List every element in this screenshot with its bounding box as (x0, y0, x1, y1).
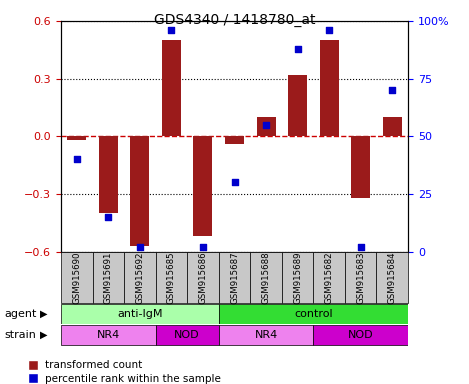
Bar (219, 252, 250, 303)
Bar (288, 75, 307, 136)
Text: GSM915683: GSM915683 (356, 251, 365, 304)
Point (136, 244, 144, 250)
Bar (250, 252, 282, 303)
Text: NOD: NOD (174, 330, 200, 340)
Point (105, 214, 112, 220)
Point (294, 46, 302, 52)
Bar (225, 136, 244, 144)
Text: NR4: NR4 (254, 330, 278, 340)
Text: GSM915684: GSM915684 (388, 251, 397, 304)
Text: agent: agent (5, 309, 37, 319)
Bar (257, 117, 275, 136)
Text: GSM915692: GSM915692 (136, 251, 144, 304)
Point (325, 27, 333, 33)
Bar (61, 325, 156, 345)
Bar (194, 136, 212, 236)
Bar (130, 136, 149, 246)
Text: GSM915682: GSM915682 (325, 251, 333, 304)
Bar (156, 325, 219, 345)
Text: GDS4340 / 1418780_at: GDS4340 / 1418780_at (154, 13, 315, 27)
Point (231, 179, 238, 185)
Bar (345, 252, 377, 303)
Text: control: control (294, 309, 333, 319)
Point (167, 27, 175, 33)
Point (199, 244, 207, 250)
Bar (313, 325, 408, 345)
Bar (61, 252, 92, 303)
Text: GSM915689: GSM915689 (293, 251, 302, 304)
Bar (162, 40, 181, 136)
Text: GSM915685: GSM915685 (167, 251, 176, 304)
Bar (219, 325, 313, 345)
Text: ▶: ▶ (40, 309, 47, 319)
Text: GSM915688: GSM915688 (262, 251, 271, 304)
Bar (377, 252, 408, 303)
Text: GSM915686: GSM915686 (198, 251, 207, 304)
Point (388, 87, 396, 93)
Text: anti-IgM: anti-IgM (117, 309, 163, 319)
Bar (99, 136, 118, 213)
Text: NR4: NR4 (97, 330, 120, 340)
Bar (92, 252, 124, 303)
Bar (313, 252, 345, 303)
Text: GSM915690: GSM915690 (72, 251, 81, 304)
Text: GSM915687: GSM915687 (230, 251, 239, 304)
Text: NOD: NOD (348, 330, 373, 340)
Bar (124, 252, 156, 303)
Bar (282, 252, 313, 303)
Text: ▶: ▶ (40, 330, 47, 340)
Bar (383, 117, 402, 136)
Bar (61, 304, 219, 324)
Text: GSM915691: GSM915691 (104, 251, 113, 304)
Bar (67, 136, 86, 140)
Legend: transformed count, percentile rank within the sample: transformed count, percentile rank withi… (29, 361, 221, 384)
Point (73, 156, 81, 162)
Bar (156, 252, 187, 303)
Bar (351, 136, 370, 198)
Point (262, 122, 270, 128)
Bar (219, 304, 408, 324)
Point (357, 244, 364, 250)
Bar (187, 252, 219, 303)
Bar (320, 40, 339, 136)
Text: strain: strain (5, 330, 37, 340)
